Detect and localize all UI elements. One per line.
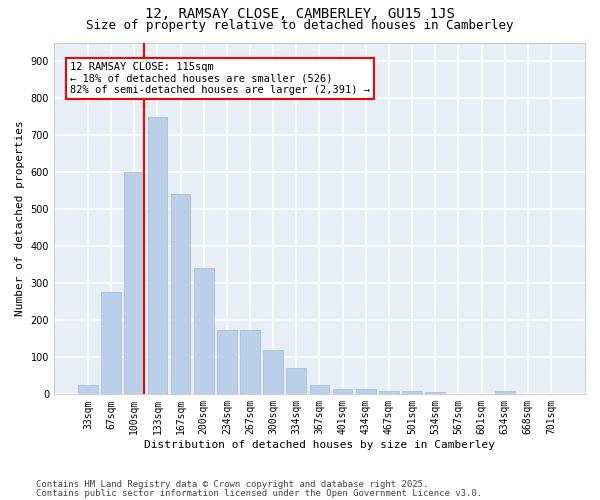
Bar: [333, 389, 352, 394]
Bar: [124, 172, 144, 394]
Text: Contains HM Land Registry data © Crown copyright and database right 2025.: Contains HM Land Registry data © Crown c…: [36, 480, 428, 489]
Bar: [78, 385, 98, 394]
Bar: [379, 390, 399, 394]
Bar: [148, 116, 167, 394]
Bar: [402, 392, 422, 394]
Bar: [263, 350, 283, 395]
Bar: [194, 268, 214, 394]
Bar: [217, 330, 236, 394]
Bar: [425, 392, 445, 394]
Y-axis label: Number of detached properties: Number of detached properties: [15, 120, 25, 316]
Text: 12 RAMSAY CLOSE: 115sqm
← 18% of detached houses are smaller (526)
82% of semi-d: 12 RAMSAY CLOSE: 115sqm ← 18% of detache…: [70, 62, 370, 95]
X-axis label: Distribution of detached houses by size in Camberley: Distribution of detached houses by size …: [144, 440, 495, 450]
Text: 12, RAMSAY CLOSE, CAMBERLEY, GU15 1JS: 12, RAMSAY CLOSE, CAMBERLEY, GU15 1JS: [145, 8, 455, 22]
Bar: [495, 392, 515, 394]
Bar: [310, 385, 329, 394]
Bar: [240, 330, 260, 394]
Bar: [170, 194, 190, 394]
Bar: [356, 389, 376, 394]
Bar: [286, 368, 306, 394]
Text: Contains public sector information licensed under the Open Government Licence v3: Contains public sector information licen…: [36, 488, 482, 498]
Bar: [101, 292, 121, 394]
Text: Size of property relative to detached houses in Camberley: Size of property relative to detached ho…: [86, 18, 514, 32]
